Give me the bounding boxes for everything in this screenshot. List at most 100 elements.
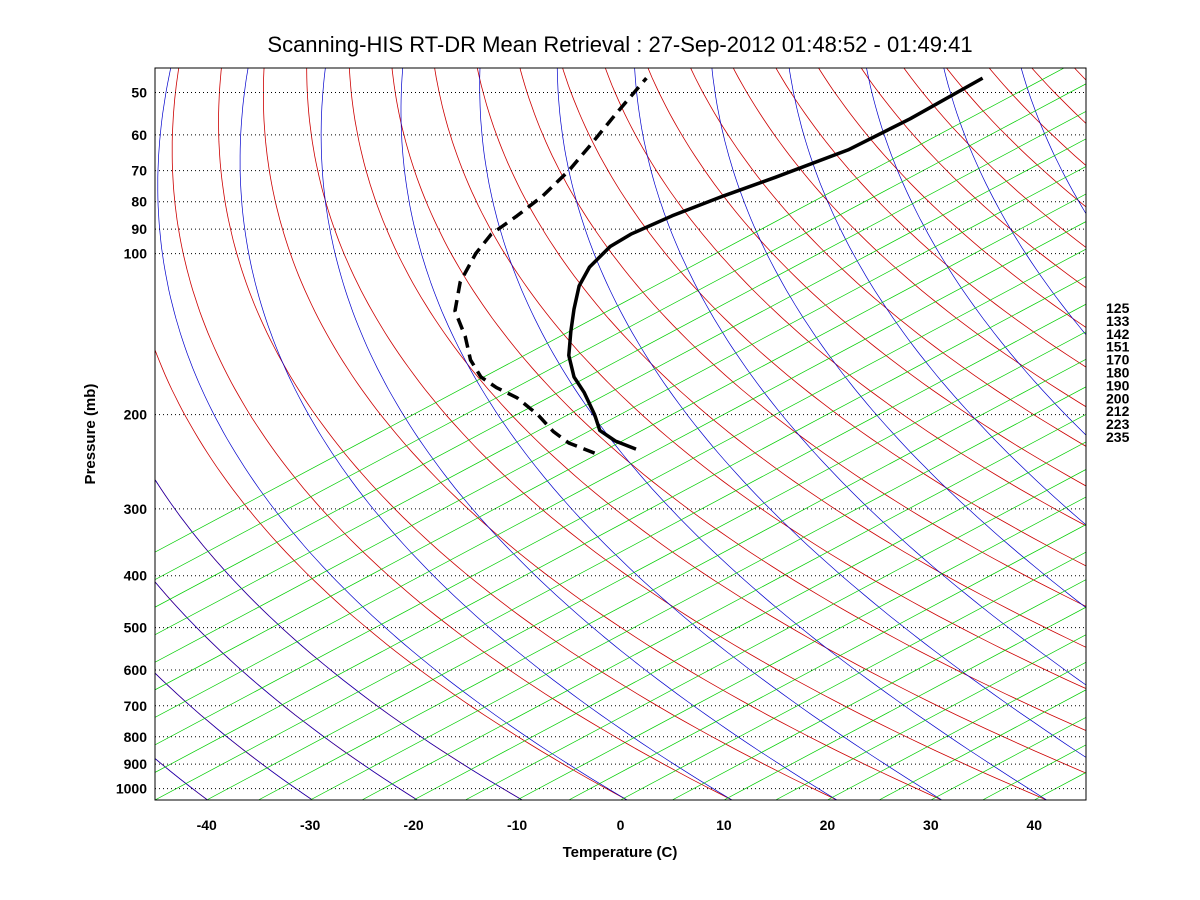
side-level-label: 125 [1106,300,1130,316]
y-tick-label: 60 [131,127,147,143]
mixing-ratio-line [413,441,1086,800]
x-tick-label: 10 [716,817,732,833]
y-tick-label: 90 [131,221,147,237]
dry-adiabat [434,68,1086,690]
mixing-ratio-line [672,579,1086,800]
side-level-label: 170 [1106,352,1130,368]
y-tick-label: 100 [124,246,148,262]
mixing-ratio-line [361,413,1086,800]
moist-adiabat [320,68,838,800]
y-tick-label: 900 [124,756,148,772]
dry-adiabat [1154,63,1200,800]
mixing-ratio-line [155,166,1086,663]
x-tick-label: 40 [1026,817,1042,833]
x-tick-label: -20 [403,817,423,833]
mixing-ratio-line [155,248,1086,746]
moist-adiabat [155,581,418,800]
mixing-ratio-line [310,386,1086,800]
moist-adiabat [155,672,313,800]
dry-adiabat [218,68,838,800]
temperature-profile [567,76,984,451]
dry-adiabat [171,68,733,800]
side-level-label: 212 [1106,403,1130,419]
dry-adiabat [604,68,1086,527]
dry-adiabat [818,68,1086,328]
mixing-ratio-line [155,193,1086,691]
x-tick-label: -40 [197,817,217,833]
dewpoint-profile [453,76,648,455]
y-tick-label: 600 [124,662,148,678]
dry-adiabat [775,68,1086,368]
dry-adiabat [519,68,1086,607]
mixing-ratio-line [155,68,1065,553]
moist-adiabat [400,68,942,800]
thermo-background-lines [155,63,1200,800]
moist-adiabat [788,68,1086,526]
mixing-ratio-line [155,276,1086,773]
moist-adiabat [711,68,1086,609]
moist-adiabat [1020,68,1086,215]
mixing-ratio-line [155,303,1086,800]
x-tick-label: -30 [300,817,320,833]
mixing-ratio-line [775,634,1086,800]
y-tick-label: 400 [124,568,148,584]
dry-adiabat [562,68,1086,567]
x-tick-label: 0 [617,817,625,833]
dry-adiabat [732,68,1086,408]
side-level-label: 142 [1106,326,1130,342]
y-tick-label: 1000 [116,781,147,797]
dry-adiabat [690,68,1086,447]
dry-adiabat [860,68,1086,289]
mixing-ratio-line [827,661,1086,800]
y-tick-label: 50 [131,84,147,100]
moist-adiabat [155,478,523,800]
y-tick-label: 80 [131,194,147,210]
mixing-ratio-line [206,331,1086,800]
y-tick-label: 70 [131,163,147,179]
dry-adiabat [155,348,628,800]
mixing-ratio-line [155,83,1086,581]
mixing-ratio-line [1085,799,1086,800]
mixing-ratio-line [723,606,1086,800]
y-tick-label: 300 [124,501,148,517]
mixing-ratio-line [516,496,1086,800]
dry-adiabat [306,68,1047,800]
side-level-label: 190 [1106,377,1130,393]
y-axis-ticks: 50 60 70 80 90 100 200 300 400 500 600 700 800 900 100… [116,84,147,796]
x-axis-ticks: -40 -30 -20 -10 0 10 20 30 40 [197,817,1043,833]
x-axis-label: Temperature (C) [563,844,678,861]
moist-adiabat [479,68,1047,800]
mixing-ratio-line [155,138,1086,636]
dry-adiabat [903,68,1086,249]
side-level-label: 235 [1106,429,1130,445]
mixing-ratio-line [568,524,1086,800]
y-tick-label: 500 [124,620,148,636]
dry-adiabat [946,68,1086,208]
mixing-ratio-line [155,221,1086,718]
y-tick-label: 200 [124,407,148,423]
dry-adiabat [647,68,1086,487]
side-level-label: 180 [1106,365,1130,381]
side-level-label: 200 [1106,390,1130,406]
moist-adiabat [157,68,628,800]
mixing-ratio-line [155,110,1086,608]
x-tick-label: -10 [507,817,527,833]
mixing-ratio-line [620,551,1086,800]
sounding-profiles [453,76,984,455]
chart-title: Scanning-HIS RT-DR Mean Retrieval : 27-S… [267,32,972,57]
x-tick-label: 30 [923,817,939,833]
mixing-ratio-line [258,358,1086,800]
x-tick-label: 20 [820,817,836,833]
moist-adiabat [239,68,733,800]
y-axis-label: Pressure (mb) [82,384,99,485]
mixing-ratio-line [465,469,1086,800]
y-tick-label: 700 [124,698,148,714]
mixing-ratio-line [1138,63,1200,800]
plot-frame [154,67,1087,801]
moist-adiabat [943,68,1086,336]
moist-adiabat [634,68,1086,686]
moist-adiabat [866,68,1086,436]
dry-adiabat [348,68,1086,774]
y-tick-label: 800 [124,729,148,745]
